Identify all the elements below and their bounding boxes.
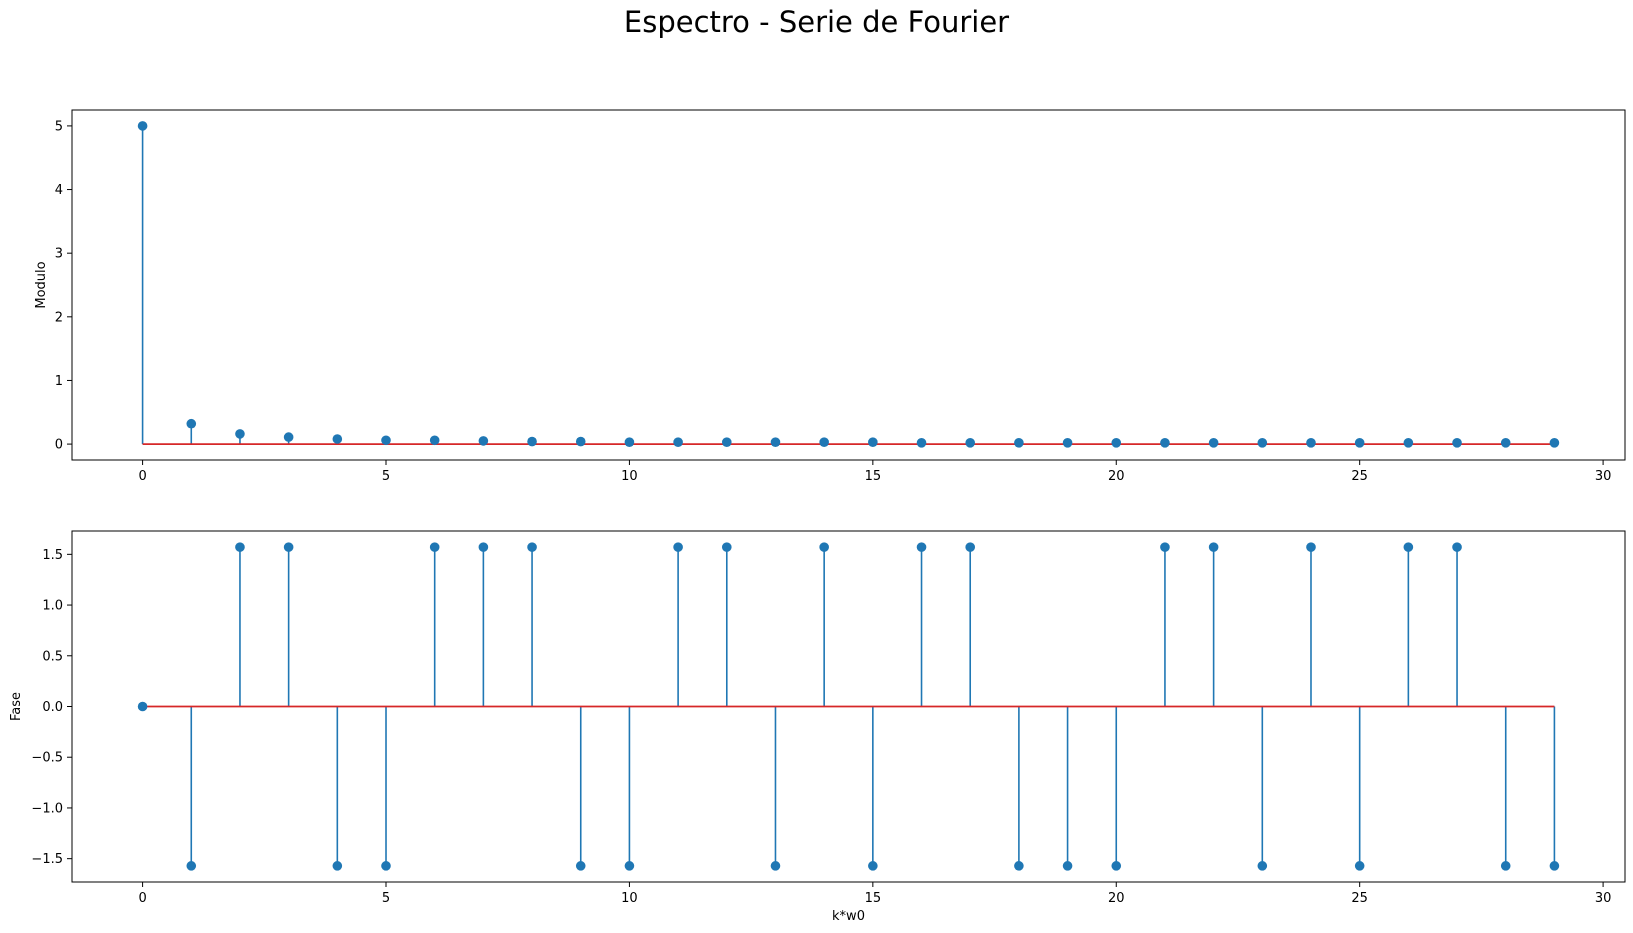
stem-marker bbox=[1500, 861, 1511, 871]
stem-marker bbox=[1549, 438, 1560, 448]
stem-marker bbox=[1500, 438, 1511, 448]
stem-marker bbox=[1111, 438, 1122, 448]
stem-marker bbox=[1160, 542, 1170, 552]
stem-marker bbox=[1257, 861, 1268, 871]
y-tick-label: 3 bbox=[55, 247, 63, 262]
stem-marker bbox=[916, 542, 927, 552]
stem-marker bbox=[1014, 861, 1024, 871]
y-tick-label: −1.0 bbox=[31, 801, 63, 816]
stem-marker bbox=[1306, 438, 1316, 448]
stem-marker bbox=[1208, 438, 1219, 448]
y-axis-label: Modulo bbox=[34, 261, 49, 308]
y-tick-label: 1.5 bbox=[42, 548, 63, 563]
x-axis-label: k*w0 bbox=[832, 909, 865, 924]
x-tick-label: 20 bbox=[1108, 891, 1125, 906]
stem-marker bbox=[381, 861, 391, 871]
stem-marker bbox=[770, 437, 781, 447]
stem-marker bbox=[332, 434, 343, 444]
stem-marker bbox=[283, 542, 294, 552]
stem-marker bbox=[868, 437, 878, 447]
stem-marker bbox=[819, 542, 829, 552]
stem-marker bbox=[283, 432, 294, 442]
stem-marker bbox=[624, 861, 635, 871]
x-tick-label: 30 bbox=[1595, 891, 1612, 906]
stem-marker bbox=[1111, 861, 1122, 871]
y-tick-label: −1.5 bbox=[31, 852, 63, 867]
stem-marker bbox=[478, 542, 489, 552]
stem-marker bbox=[673, 437, 683, 447]
stem-marker bbox=[1403, 542, 1414, 552]
stem-marker bbox=[137, 701, 148, 712]
stem-marker bbox=[1452, 438, 1462, 448]
y-tick-label: 1.0 bbox=[42, 599, 63, 614]
stem-marker bbox=[916, 438, 927, 448]
x-tick-label: 25 bbox=[1351, 469, 1368, 484]
x-tick-label: 0 bbox=[138, 469, 146, 484]
stem-marker bbox=[819, 437, 829, 447]
y-tick-label: 0 bbox=[55, 438, 63, 453]
stem-marker bbox=[429, 542, 440, 552]
stem-marker bbox=[381, 435, 391, 446]
stem-marker bbox=[721, 542, 732, 552]
stem-marker bbox=[478, 436, 489, 446]
stem-marker bbox=[235, 429, 245, 439]
y-tick-label: −0.5 bbox=[31, 751, 63, 766]
stem-marker bbox=[527, 436, 537, 447]
figure-title: Espectro - Serie de Fourier bbox=[623, 5, 1010, 39]
x-tick-label: 30 bbox=[1595, 469, 1612, 484]
stem-marker bbox=[1062, 438, 1073, 448]
stem-marker bbox=[527, 542, 537, 552]
stem-marker bbox=[1549, 861, 1560, 871]
stem-marker bbox=[1306, 542, 1316, 552]
stem-marker bbox=[868, 861, 878, 871]
y-tick-label: 4 bbox=[55, 183, 63, 198]
stem-marker bbox=[186, 861, 197, 871]
stem-marker bbox=[429, 435, 440, 446]
x-tick-label: 10 bbox=[621, 469, 638, 484]
x-tick-label: 15 bbox=[865, 891, 882, 906]
stem-marker bbox=[137, 121, 148, 131]
stem-marker bbox=[186, 418, 197, 429]
stem-marker bbox=[1403, 438, 1414, 448]
stem-marker bbox=[1160, 438, 1170, 448]
x-tick-label: 10 bbox=[621, 891, 638, 906]
stem-marker bbox=[770, 861, 781, 871]
stem-marker bbox=[721, 437, 732, 447]
stem-marker bbox=[673, 542, 683, 552]
stem-marker bbox=[1354, 438, 1365, 448]
stem-marker bbox=[965, 438, 976, 448]
stem-marker bbox=[575, 436, 586, 447]
stem-marker bbox=[1208, 542, 1219, 552]
y-tick-label: 1 bbox=[55, 374, 63, 389]
x-tick-label: 0 bbox=[138, 891, 146, 906]
axes-frame bbox=[71, 109, 1626, 461]
y-tick-label: 0.5 bbox=[42, 649, 63, 664]
stem-marker bbox=[1062, 861, 1073, 871]
plot-1: 0 5 10 15 20 25 30 0 1 2 3 4 5 Modulo bbox=[34, 109, 1626, 484]
stem-marker bbox=[1257, 438, 1268, 448]
x-tick-label: 15 bbox=[865, 469, 882, 484]
stem-marker bbox=[332, 861, 343, 871]
x-tick-label: 25 bbox=[1351, 891, 1368, 906]
y-axis-label: Fase bbox=[9, 692, 24, 721]
stem-marker bbox=[1354, 861, 1365, 871]
x-tick-label: 5 bbox=[382, 891, 390, 906]
y-tick-label: 2 bbox=[55, 310, 63, 325]
stem-marker bbox=[965, 542, 976, 552]
y-tick-label: 5 bbox=[55, 119, 63, 134]
x-tick-label: 20 bbox=[1108, 469, 1125, 484]
stem-marker bbox=[575, 861, 586, 871]
y-tick-label: 0.0 bbox=[42, 700, 63, 715]
stem-marker bbox=[624, 437, 635, 447]
stem-marker bbox=[1452, 542, 1462, 552]
stem-marker bbox=[1014, 438, 1024, 448]
x-tick-label: 5 bbox=[382, 469, 390, 484]
plot-2: 0 5 10 15 20 25 30 −1.5 −1.0 −0.5 0.0 0.5 1.0 1.5 Fase… bbox=[9, 530, 1626, 924]
stem-marker bbox=[235, 542, 245, 552]
